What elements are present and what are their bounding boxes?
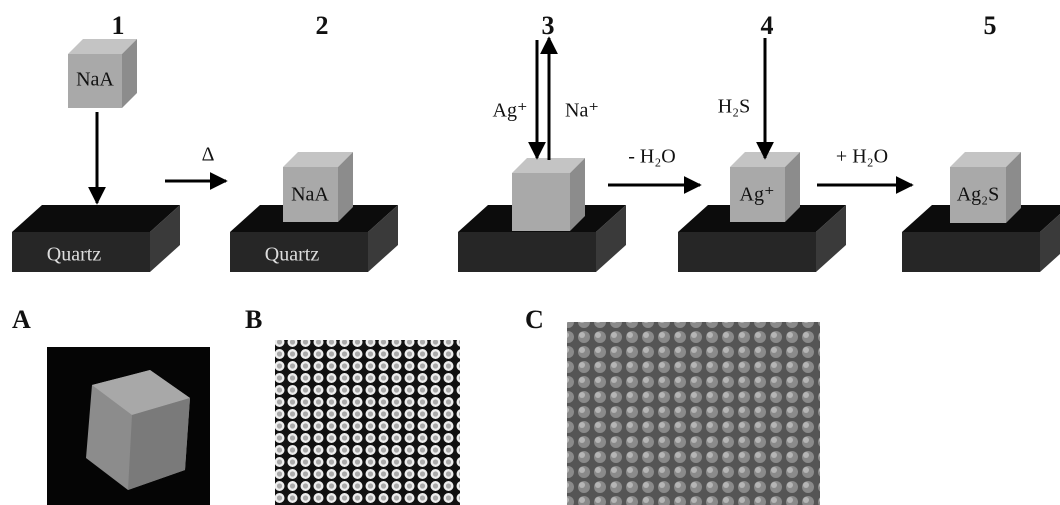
step-number: 1 xyxy=(112,11,125,40)
cube-top xyxy=(512,158,585,173)
step-number: 3 xyxy=(542,11,555,40)
cube-front xyxy=(730,167,785,222)
cube-side xyxy=(1006,152,1021,223)
cube-side xyxy=(122,39,137,108)
cube-front xyxy=(68,54,122,108)
platform-front xyxy=(230,232,368,272)
panel-label: B xyxy=(245,305,262,334)
platform-top xyxy=(12,205,180,232)
cube-side xyxy=(338,152,353,222)
platform-side xyxy=(150,205,180,272)
sem-image-b xyxy=(275,340,460,505)
platform-front xyxy=(902,232,1040,272)
crystal-face xyxy=(128,398,190,490)
step-number: 2 xyxy=(316,11,329,40)
transition-label: + H₂O xyxy=(836,146,888,168)
base-label: Quartz xyxy=(47,244,102,266)
sem-image-c xyxy=(567,322,820,505)
cube-front xyxy=(512,173,570,231)
reagent-out: Na⁺ xyxy=(565,100,599,122)
cube-top xyxy=(950,152,1021,167)
platform-front xyxy=(678,232,816,272)
transition-label: - H₂O xyxy=(628,146,676,168)
step-number: 4 xyxy=(761,11,774,40)
platform-front xyxy=(458,232,596,272)
base-label: Quartz xyxy=(265,244,320,266)
platform-side xyxy=(1040,214,1060,272)
cube-front xyxy=(950,167,1006,223)
shapes xyxy=(12,39,1060,272)
cube-label: Ag⁺ xyxy=(740,184,775,206)
platform-side xyxy=(368,205,398,272)
arrows xyxy=(88,36,914,205)
cube-label: NaA xyxy=(76,69,114,91)
cube-side xyxy=(570,158,585,231)
platform-side xyxy=(816,205,846,272)
platform-side xyxy=(596,205,626,272)
cube-top xyxy=(283,152,353,167)
cube-side xyxy=(785,152,800,222)
transition-label: Δ xyxy=(202,144,215,166)
cube-label: NaA xyxy=(291,184,329,206)
crystal-face xyxy=(92,370,190,415)
platform-front xyxy=(12,232,150,272)
cube-front xyxy=(283,167,338,222)
panel-label: C xyxy=(525,305,544,334)
reagent: H₂S xyxy=(718,96,751,118)
reagent-in: Ag⁺ xyxy=(493,100,528,122)
cube-label: Ag₂S xyxy=(957,184,1000,206)
panel-label: A xyxy=(12,305,31,334)
cube-top xyxy=(68,39,137,54)
step-number: 5 xyxy=(984,11,997,40)
